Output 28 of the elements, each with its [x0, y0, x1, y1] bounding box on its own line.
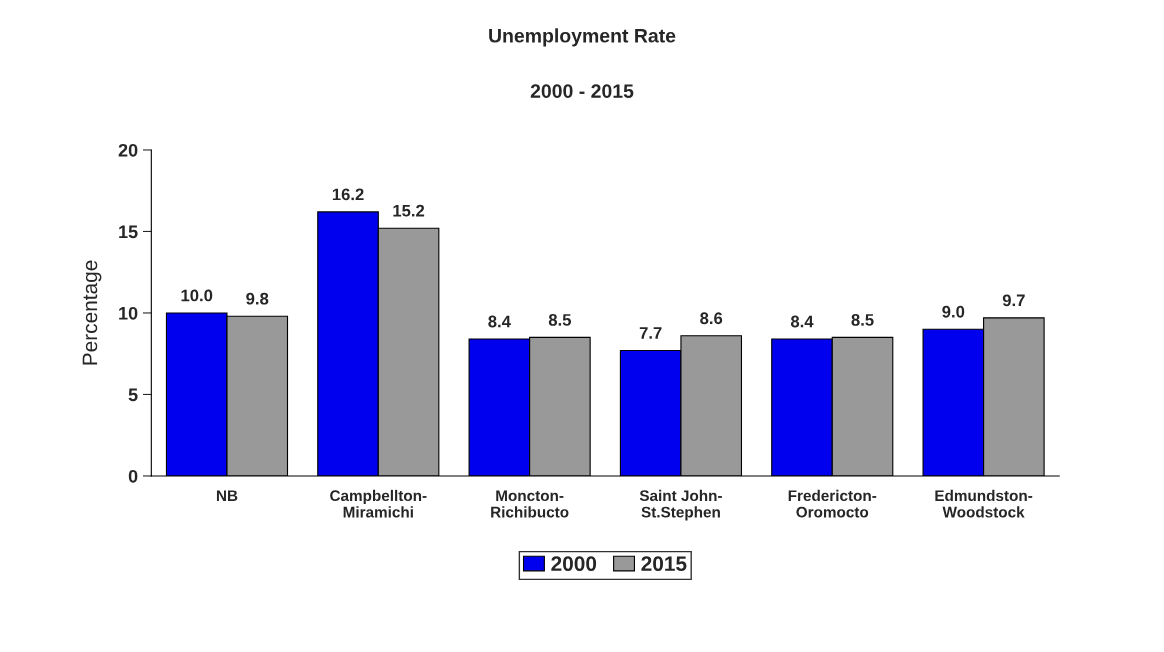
data-label: 8.5	[851, 313, 874, 326]
data-label: 15.2	[393, 204, 425, 217]
data-label: 8.4	[488, 315, 511, 328]
x-tick-label: Moncton- Richibucto	[491, 490, 569, 518]
y-tick-label: 0	[128, 469, 138, 483]
data-label: 8.6	[700, 312, 723, 325]
data-label: 8.4	[790, 315, 814, 328]
data-label: 7.7	[639, 327, 662, 339]
data-label: 9.7	[1002, 294, 1025, 307]
data-label: 8.5	[548, 313, 572, 326]
chart-subtitle: 2000 - 2015	[530, 84, 634, 98]
x-tick-label: Edmundston- Woodstock	[935, 489, 1033, 518]
data-label: 9.8	[246, 292, 269, 305]
data-label: 9.0	[942, 305, 965, 318]
x-tick-label: Fredericton- Oromocto	[788, 489, 877, 518]
x-tick-label: Saint John- St.Stephen	[639, 489, 722, 521]
x-tick-label: Campbellton- Miramichi	[330, 489, 427, 518]
y-tick-label: 5	[128, 388, 138, 402]
x-tick-label: NB	[216, 490, 238, 501]
data-label: 10.0	[181, 289, 213, 302]
data-label: 16.2	[332, 188, 364, 201]
y-tick-label: 10	[119, 306, 138, 320]
legend-label: 2015	[641, 556, 687, 572]
chart-title: Unemployment Rate	[489, 28, 676, 47]
y-tick-label: 20	[118, 143, 138, 157]
legend-label: 2000	[551, 556, 597, 572]
y-axis-title: Percentage	[82, 260, 102, 365]
y-tick-label: 15	[119, 225, 138, 239]
